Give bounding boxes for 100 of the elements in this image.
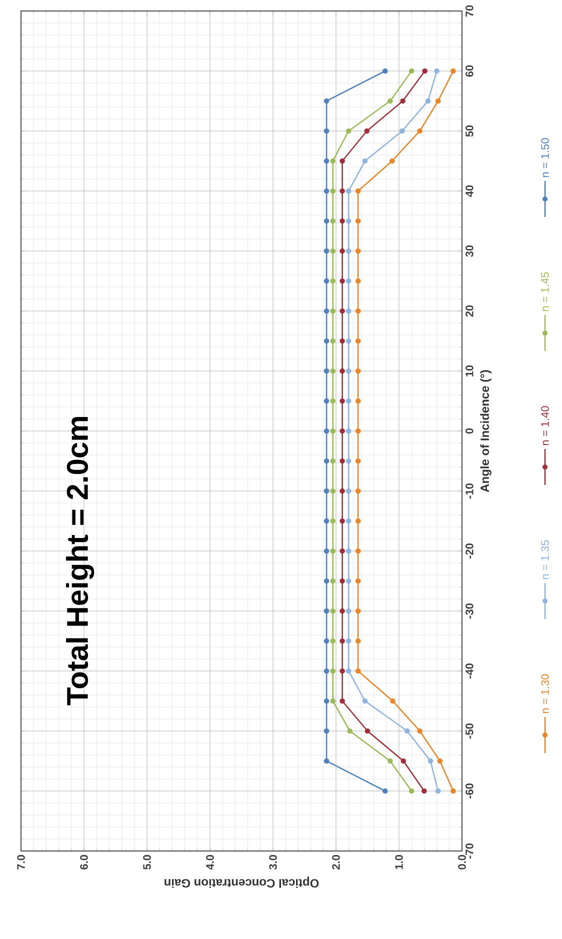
point: [450, 788, 456, 794]
point: [346, 278, 352, 284]
point: [324, 668, 330, 674]
point: [355, 638, 361, 644]
y-tick-label: 50: [466, 125, 474, 137]
point: [340, 158, 345, 164]
point: [324, 488, 330, 494]
point: [324, 758, 330, 764]
point: [324, 188, 330, 194]
y-tick-label: 10: [466, 365, 474, 376]
y-tick-label: 0: [466, 428, 474, 434]
point: [340, 548, 345, 554]
point: [450, 68, 456, 74]
point: [330, 188, 336, 194]
text: n = 1.35: [541, 540, 549, 580]
point: [330, 638, 336, 644]
point: [324, 518, 330, 524]
point: [324, 398, 330, 404]
point: [355, 398, 361, 404]
point: [330, 548, 336, 554]
point: [340, 218, 345, 224]
y-tick-label: -30: [466, 604, 474, 619]
text: n = 1.40: [541, 406, 549, 446]
point: [346, 548, 352, 554]
point: [389, 158, 395, 164]
point: [355, 578, 361, 584]
point: [417, 128, 422, 134]
point: [324, 458, 330, 464]
point: [340, 398, 345, 404]
point: [330, 338, 336, 344]
point: [340, 308, 345, 314]
text: n = 1.50: [541, 138, 549, 178]
point: [422, 68, 428, 74]
point: [400, 98, 406, 104]
point: [340, 518, 345, 524]
point: [346, 668, 352, 674]
point: [340, 578, 345, 584]
point: [355, 458, 361, 464]
point: [435, 788, 441, 794]
point: [362, 698, 368, 704]
point: [330, 488, 336, 494]
point: [324, 98, 330, 104]
point: [330, 398, 336, 404]
point: [346, 338, 352, 344]
point: [340, 188, 345, 194]
y-tick-label: 20: [466, 305, 474, 317]
point: [340, 458, 345, 464]
point: [330, 458, 336, 464]
point: [330, 308, 336, 314]
point: [340, 368, 345, 374]
point: [346, 488, 352, 494]
point: [355, 248, 361, 254]
point: [324, 548, 330, 554]
point: [355, 338, 361, 344]
point: [355, 668, 361, 674]
point: [346, 458, 352, 464]
point: [346, 308, 352, 314]
point: [434, 68, 440, 74]
point: [400, 758, 406, 764]
point: [340, 608, 345, 614]
point: [435, 98, 441, 104]
point: [364, 128, 370, 134]
y-tick-label: -20: [466, 544, 474, 559]
point: [346, 578, 352, 584]
point: [425, 98, 431, 104]
point: [347, 728, 353, 734]
point: [362, 158, 368, 164]
point: [346, 638, 352, 644]
point: [324, 698, 330, 704]
y-tick-label: 30: [466, 245, 474, 257]
point: [355, 608, 361, 614]
point: [324, 308, 330, 314]
point: [330, 668, 336, 674]
point: [346, 218, 352, 224]
x-tick-label: 4.0: [206, 854, 214, 870]
point: [330, 518, 336, 524]
point: [355, 368, 361, 374]
x-tick-label: 6.0: [80, 854, 88, 870]
text: n = 1.45: [541, 272, 549, 312]
x-tick-label: 1.0: [395, 854, 403, 870]
point: [428, 758, 434, 764]
point: [346, 608, 352, 614]
point: [408, 788, 414, 794]
point: [340, 488, 345, 494]
point: [346, 398, 352, 404]
point: [364, 728, 370, 734]
point: [340, 638, 345, 644]
y-tick-label: -10: [466, 484, 474, 499]
point: [330, 428, 336, 434]
x-tick-label: 5.0: [143, 854, 151, 870]
point: [346, 128, 352, 134]
point: [324, 728, 330, 734]
point: [324, 578, 330, 584]
x-tick-label: 2.0: [332, 854, 340, 870]
point: [355, 218, 361, 224]
point: [330, 578, 336, 584]
point: [340, 338, 345, 344]
y-tick-label: -70: [466, 844, 474, 859]
point: [324, 428, 330, 434]
point: [346, 188, 352, 194]
